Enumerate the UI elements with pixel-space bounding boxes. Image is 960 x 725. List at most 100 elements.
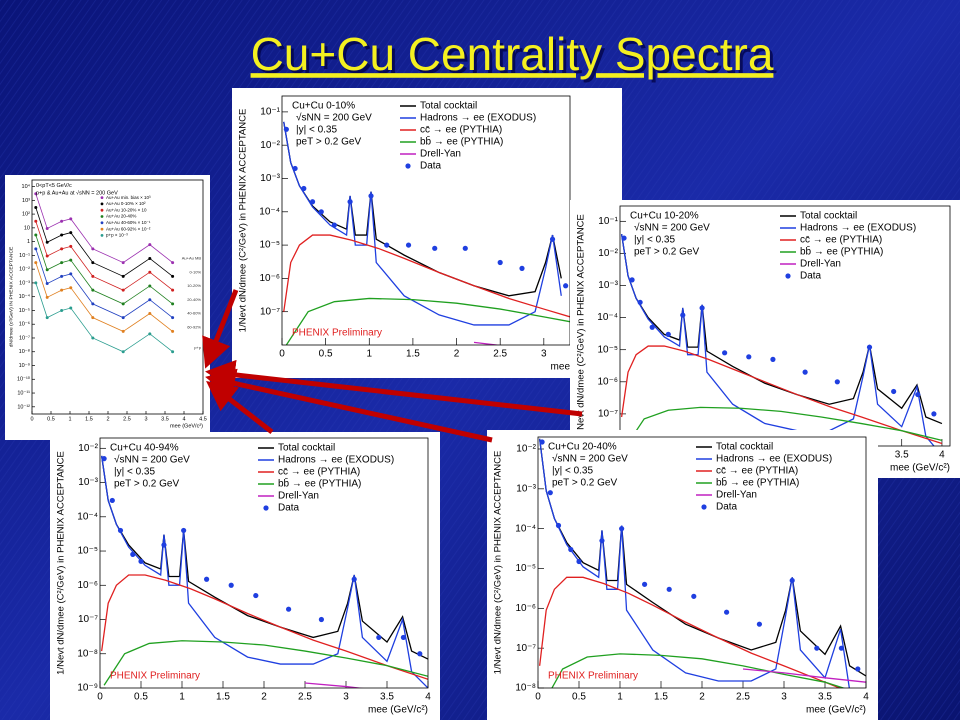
legend-label: p+p × 10⁻³ [106, 233, 128, 238]
header-text: peT > 0.2 GeV [296, 137, 361, 148]
charts: 10⁻¹ 10⁻² 10⁻³ 10⁻⁴ 10⁻⁵ 10⁻⁶ 10⁻⁷ 0 0.5 1 1.5 2 2.5… [5, 88, 960, 720]
y-tick-label: 10⁻⁹ [77, 683, 98, 694]
chart-panel: 10⁻¹ 10⁻² 10⁻³ 10⁻⁴ 10⁻⁵ 10⁻⁶ 10⁻⁷ 0 0.5 1 1.5 2 2.5… [232, 88, 622, 378]
data-point [549, 236, 556, 242]
data-point [838, 645, 845, 651]
plot-frame [537, 436, 867, 689]
data-point [60, 274, 64, 278]
y-tick-label: 10⁻² [78, 443, 98, 454]
y-tick-label: 10² [22, 212, 30, 218]
data-point [253, 592, 259, 599]
legend-label: Hadrons → ee (EXODUS) [800, 223, 916, 234]
data-point [148, 270, 152, 274]
data-point [60, 219, 64, 223]
header-text: √sNN = 200 GeV [296, 112, 372, 124]
annotation: PHENIX Preliminary [548, 671, 638, 682]
data-point [60, 288, 64, 292]
x-axis-label: mee [551, 362, 571, 373]
x-tick-label: 2 [699, 692, 705, 703]
y-tick-label: 10⁻⁹ [19, 362, 30, 369]
arrows [202, 289, 583, 443]
header-text: Cu+Cu 20-40% [548, 442, 617, 453]
x-tick-label: 3 [781, 692, 787, 703]
x-tick-label: 3.5 [895, 450, 909, 461]
legend-label: Au+Au 10-20% × 10 [106, 207, 147, 212]
x-tick-label: 0 [279, 349, 285, 360]
series-line [304, 682, 364, 688]
data-point [101, 456, 107, 462]
data-point [117, 527, 124, 534]
data-point [891, 388, 897, 395]
y-tick-label: 10⁻³ [516, 483, 536, 494]
curve-label: 40-60% [187, 311, 201, 316]
y-tick-label: 10 [24, 225, 30, 231]
x-tick-label: 1 [366, 349, 372, 360]
data-point [915, 391, 921, 398]
x-tick-label: 4 [863, 692, 869, 703]
legend-marker [405, 163, 411, 169]
header-text: √sNN = 200 GeV [114, 454, 190, 466]
curve-label: 20-40% [187, 297, 201, 302]
data-point [599, 538, 605, 544]
legend-label: Au+Au 0-10% × 10² [106, 201, 146, 206]
x-tick-label: 4.5 [199, 416, 207, 422]
legend-label: Drell-Yan [420, 149, 461, 160]
legend-marker [100, 208, 104, 212]
legend-label: Drell-Yan [278, 491, 319, 502]
data-point [60, 233, 64, 237]
x-tick-label: 1 [617, 692, 623, 703]
arrow [205, 359, 583, 417]
series-line [35, 262, 173, 332]
legend-label: Data [800, 271, 822, 282]
data-point [699, 305, 705, 311]
y-tick-label: 10⁻³ [260, 173, 280, 184]
plot-area [620, 233, 943, 446]
series-line [283, 234, 570, 318]
y-tick-label: 10⁻⁶ [597, 376, 618, 387]
data-point [637, 299, 643, 305]
x-axis-label: mee (GeV/c²) [368, 705, 428, 716]
data-point [91, 274, 95, 278]
data-point [563, 283, 569, 289]
y-tick-label: 10⁻⁸ [19, 348, 30, 355]
y-tick-label: 10⁻⁴ [515, 523, 536, 534]
data-point [802, 369, 808, 375]
y-tick-label: 10⁻⁶ [77, 580, 98, 591]
legend-marker [701, 504, 707, 510]
x-tick-label: 3.5 [818, 692, 832, 703]
y-tick-label: 10⁻⁸ [515, 683, 536, 694]
data-point [69, 217, 73, 221]
series-line [35, 248, 173, 319]
y-tick-label: 10⁻⁷ [260, 306, 280, 317]
data-point [519, 265, 525, 271]
series-line [100, 455, 428, 660]
legend-label: Total cocktail [278, 443, 335, 454]
y-tick-label: 10⁻¹² [17, 404, 30, 410]
data-point [497, 259, 503, 266]
data-point [91, 336, 95, 340]
x-tick-label: 0 [535, 692, 541, 703]
y-tick-label: 10⁻⁵ [515, 563, 536, 574]
data-point [181, 527, 187, 534]
data-point [770, 356, 776, 362]
data-point [405, 242, 412, 248]
data-point [45, 316, 49, 320]
legend-label: Drell-Yan [716, 490, 757, 501]
arrow [205, 368, 493, 443]
series-line [538, 438, 866, 677]
series-line [620, 233, 943, 425]
data-point [171, 302, 175, 306]
y-tick-label: 1 [27, 239, 30, 245]
data-point [539, 439, 545, 445]
x-tick-label: 0.5 [134, 692, 148, 703]
legend-marker [100, 227, 104, 231]
header-text: 0<pT<5 GeV/c [36, 183, 72, 189]
data-point [91, 302, 95, 306]
curve-label: p+p [194, 345, 202, 350]
data-point [866, 344, 873, 350]
legend-label: cc̄ → ee (PYTHIA) [278, 467, 360, 478]
data-point [204, 576, 210, 582]
x-tick-label: 2.5 [298, 692, 312, 703]
data-point [109, 497, 115, 504]
series-line [100, 574, 428, 680]
